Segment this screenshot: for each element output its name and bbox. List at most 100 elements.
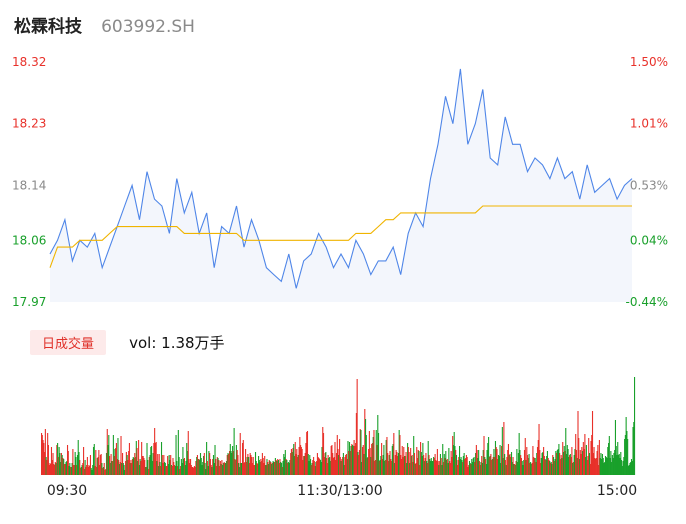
volume-bar [274, 458, 276, 475]
volume-bar [268, 460, 270, 475]
volume-bar [173, 462, 175, 475]
volume-bar [292, 448, 294, 475]
volume-bar [437, 461, 439, 475]
volume-bar [72, 449, 74, 475]
volume-bar [526, 447, 528, 475]
volume-bar [450, 451, 452, 475]
volume-bar [497, 455, 500, 475]
volume-bar [397, 453, 399, 475]
volume-bar [223, 462, 225, 475]
volume-bar [574, 449, 576, 475]
volume-bar [82, 463, 84, 475]
volume-bar [278, 463, 280, 475]
volume-bar [426, 463, 429, 475]
volume-bar [187, 431, 189, 475]
volume-bar [150, 447, 152, 475]
volume-bar [173, 465, 176, 475]
volume-bar [94, 466, 96, 475]
volume-bar [158, 454, 160, 475]
volume-bar [259, 462, 261, 475]
volume-bar [274, 462, 276, 475]
volume-bar [162, 463, 164, 475]
volume-bar [253, 465, 255, 475]
volume-bar [475, 453, 477, 475]
volume-bar [553, 457, 555, 475]
volume-bar [338, 455, 340, 475]
volume-bar [132, 457, 134, 475]
volume-bar [83, 469, 85, 475]
volume-panel [41, 377, 636, 475]
daily-volume-button[interactable]: 日成交量 [30, 330, 107, 355]
volume-bar [112, 435, 114, 475]
volume-bar [284, 450, 286, 475]
volume-bar [143, 458, 145, 475]
volume-bar [209, 453, 211, 475]
volume-bar [544, 459, 546, 475]
volume-bar [510, 457, 512, 475]
volume-bar [225, 461, 228, 475]
volume-bar [195, 461, 197, 475]
x-tick-label: 15:00 [597, 483, 637, 499]
volume-bar [439, 454, 441, 475]
volume-bar [474, 462, 476, 475]
volume-bar [214, 445, 216, 475]
volume-bar [579, 450, 581, 475]
volume-bar [593, 447, 595, 475]
volume-bar [468, 465, 470, 475]
volume-bar [324, 453, 326, 475]
volume-bar [588, 438, 590, 475]
volume-bar [371, 443, 373, 475]
volume-bar [177, 466, 179, 475]
volume-bar [448, 448, 450, 475]
volume-bar [216, 466, 218, 475]
volume-bar [261, 453, 263, 475]
volume-bar [219, 466, 221, 475]
volume-bar [546, 456, 548, 475]
volume-bar [280, 463, 283, 475]
volume-bar [264, 456, 266, 475]
volume-bar [619, 458, 621, 475]
volume-bar [245, 449, 247, 475]
volume-bar [50, 464, 52, 475]
volume-bar [237, 455, 239, 475]
volume-bar [95, 450, 97, 475]
volume-bar [517, 453, 519, 475]
volume-bar [159, 462, 161, 475]
volume-bar [417, 450, 419, 475]
volume-bar [550, 462, 552, 475]
volume-bar [157, 454, 159, 475]
volume-bar [164, 462, 166, 475]
y-pct-tick-label: -0.44% [626, 295, 668, 309]
volume-bar [202, 462, 204, 475]
volume-bar [342, 453, 344, 475]
volume-bar [289, 460, 291, 475]
volume-bar [118, 464, 121, 475]
volume-bar [245, 462, 247, 475]
volume-bar [573, 455, 575, 475]
volume-bar [317, 457, 319, 475]
volume-bar [42, 440, 44, 475]
volume-bar [267, 462, 269, 475]
volume-bar [271, 463, 273, 475]
volume-bar [441, 465, 443, 475]
price-line [49, 68, 633, 289]
volume-bar [578, 459, 581, 475]
volume-bar [467, 467, 469, 475]
volume-bar [355, 413, 357, 475]
volume-bar [575, 434, 577, 475]
volume-bar [608, 443, 610, 475]
volume-bar [136, 448, 138, 475]
volume-bar [93, 444, 95, 475]
volume-bar [538, 424, 540, 475]
volume-bar [446, 460, 448, 475]
volume-bar [535, 462, 537, 475]
volume-bar [545, 460, 547, 475]
volume-bar [287, 462, 289, 475]
volume-bar [630, 459, 633, 475]
volume-bar [105, 469, 107, 475]
volume-bar [402, 457, 404, 475]
volume-bar [258, 460, 260, 475]
volume-bar [309, 459, 312, 475]
volume-bar [416, 458, 419, 475]
volume-bar [466, 457, 468, 475]
